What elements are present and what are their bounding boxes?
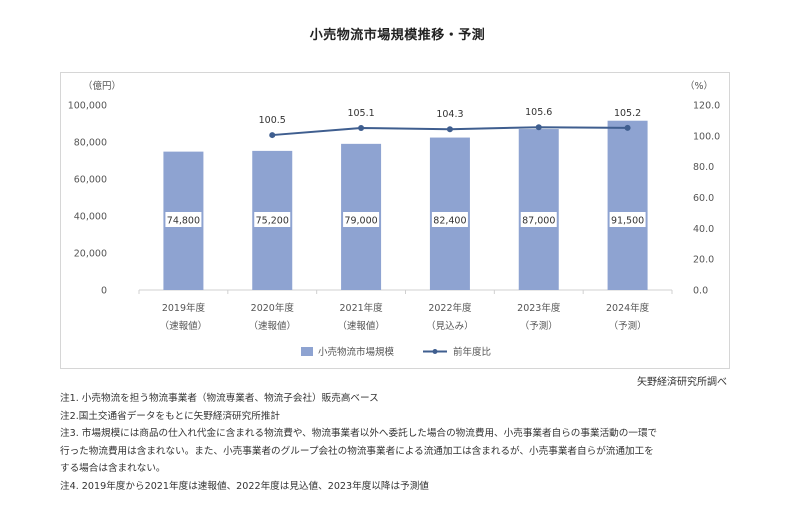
line-data-label: 104.3 [436, 109, 463, 120]
legend-line-label: 前年度比 [453, 346, 491, 358]
y-left-unit: （億円） [83, 80, 121, 92]
bar [518, 129, 559, 290]
legend-bar-swatch [301, 347, 313, 356]
x-tick-sublabel: （速報値） [248, 320, 296, 332]
line-data-label: 100.5 [259, 115, 286, 126]
bar-label-box [254, 212, 291, 227]
y-left-tick-label: 60,000 [74, 175, 107, 186]
y-left-tick-label: 40,000 [74, 212, 107, 223]
y-left-tick-label: 100,000 [68, 101, 107, 112]
notes: 注1. 小売物流を担う物流事業者（物流専業者、物流子会社）販売高ベース 注2.国… [60, 390, 740, 495]
y-right-unit: （%） [685, 80, 713, 92]
y-right-tick-label: 120.0 [693, 101, 720, 112]
note-line: 注2.国土交通省データをもとに矢野経済研究所推計 [60, 410, 281, 422]
note-line: 注3. 市場規模には商品の仕入れ代金に含まれる物流費や、物流事業者以外へ委託した… [60, 428, 658, 439]
bar-label-box [609, 212, 646, 227]
note-line: する場合は含まれない。 [60, 463, 166, 474]
line-data-label: 105.2 [614, 108, 641, 119]
y-left-tick-label: 80,000 [74, 138, 107, 149]
x-tick-label: 2020年度 [251, 302, 295, 314]
legend-bar-label: 小売物流市場規模 [318, 346, 395, 358]
source-credit: 矢野経済研究所調べ [637, 377, 727, 388]
bar-label-box [520, 212, 557, 227]
y-right-tick-label: 80.0 [693, 162, 714, 173]
legend-line-marker [432, 349, 438, 354]
line-data-label: 105.1 [347, 108, 374, 119]
y-right-tick-label: 40.0 [693, 224, 714, 235]
x-tick-label: 2019年度 [162, 302, 206, 314]
x-tick-sublabel: （見込み） [426, 320, 474, 332]
note-line: 行った物流費用は含まれない。また、小売事業者のグループ会社の物流事業者による流通… [60, 445, 654, 457]
bar-data-label: 82,400 [433, 216, 466, 227]
y-left-tick-label: 20,000 [74, 249, 107, 260]
x-tick-sublabel: （予測） [520, 320, 558, 332]
y-right-tick-label: 100.0 [693, 131, 720, 142]
note-line: 注1. 小売物流を担う物流事業者（物流専業者、物流子会社）販売高ベース [60, 393, 379, 404]
line-data-label: 105.6 [525, 107, 552, 118]
bar-label-box [343, 212, 380, 227]
chart-title: 小売物流市場規模推移・予測 [309, 28, 486, 43]
x-tick-label: 2024年度 [606, 302, 650, 314]
bar-label-box [431, 212, 468, 227]
x-tick-sublabel: （速報値） [160, 320, 208, 332]
line-point [269, 132, 276, 139]
x-tick-label: 2021年度 [339, 302, 383, 314]
y-left-tick-label: 0 [101, 286, 107, 297]
chart-svg: （億円） （%） 0 20,000 40,000 60,000 80,000 100,000 0… [68, 80, 721, 358]
note-line: 注4. 2019年度から2021年度は速報値、2022年度は見込値、2023年度… [60, 480, 429, 492]
line-point [358, 124, 365, 131]
x-tick-sublabel: （速報値） [337, 320, 385, 332]
bar-label-box [165, 212, 202, 227]
x-tick-sublabel: （予測） [609, 320, 647, 332]
bar-data-label: 74,800 [167, 216, 200, 227]
bar [607, 120, 648, 290]
y-right-tick-label: 0.0 [693, 286, 708, 297]
bar-data-label: 87,000 [522, 216, 555, 227]
y-right-tick-label: 20.0 [693, 255, 714, 266]
line-point [535, 124, 542, 131]
chart-frame: （億円） （%） 0 20,000 40,000 60,000 80,000 100,000 0… [60, 72, 730, 369]
bar-data-label: 75,200 [256, 216, 289, 227]
bar-data-label: 91,500 [611, 216, 644, 227]
x-tick-label: 2022年度 [428, 302, 472, 314]
bar-data-label: 79,000 [344, 216, 377, 227]
line-point [624, 124, 631, 131]
y-right-tick-label: 60.0 [693, 193, 714, 204]
line-point [446, 126, 453, 133]
x-tick-label: 2023年度 [517, 302, 561, 314]
